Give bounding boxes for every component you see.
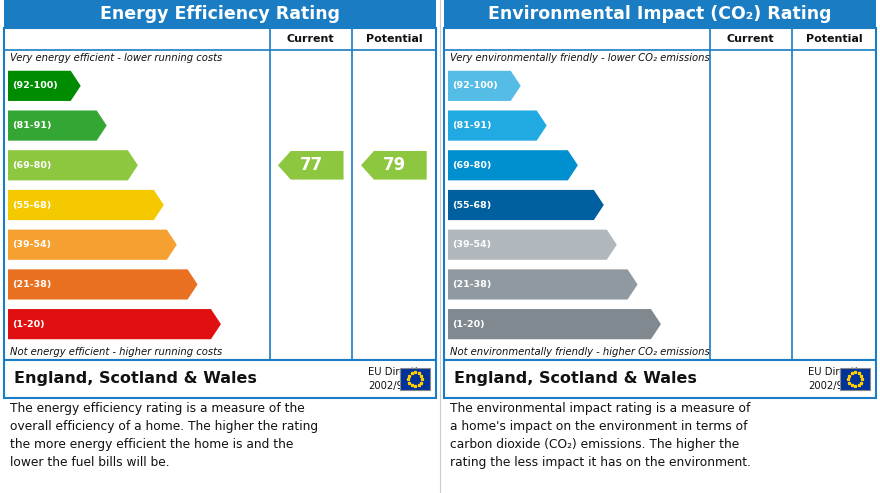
Polygon shape — [8, 269, 198, 300]
Text: G: G — [662, 315, 677, 333]
Bar — [4, 28, 436, 360]
Polygon shape — [8, 230, 177, 260]
Text: (55-68): (55-68) — [452, 201, 491, 210]
Text: (92-100): (92-100) — [452, 81, 498, 90]
Text: 77: 77 — [300, 156, 323, 175]
Bar — [444, 0, 876, 28]
Text: A: A — [82, 77, 96, 95]
Text: G: G — [222, 315, 237, 333]
Polygon shape — [8, 190, 164, 220]
Text: England, Scotland & Wales: England, Scotland & Wales — [14, 372, 257, 387]
Text: The energy efficiency rating is a measure of the
overall efficiency of a home. T: The energy efficiency rating is a measur… — [10, 402, 319, 469]
Polygon shape — [448, 230, 617, 260]
Polygon shape — [448, 110, 546, 141]
Text: (92-100): (92-100) — [12, 81, 58, 90]
Text: (39-54): (39-54) — [12, 240, 51, 249]
Polygon shape — [448, 190, 604, 220]
Polygon shape — [448, 309, 661, 339]
Text: (55-68): (55-68) — [12, 201, 51, 210]
Text: Potential: Potential — [365, 34, 422, 44]
Bar — [444, 360, 876, 398]
Text: (1-20): (1-20) — [12, 319, 45, 329]
Text: A: A — [522, 77, 536, 95]
Text: (21-38): (21-38) — [12, 280, 51, 289]
Text: Current: Current — [287, 34, 334, 44]
Bar — [840, 368, 870, 390]
Polygon shape — [8, 71, 81, 101]
Text: The environmental impact rating is a measure of
a home's impact on the environme: The environmental impact rating is a mea… — [450, 402, 751, 469]
Text: Very environmentally friendly - lower CO₂ emissions: Very environmentally friendly - lower CO… — [450, 53, 710, 63]
Text: 79: 79 — [384, 156, 407, 175]
Polygon shape — [8, 110, 106, 141]
Text: Potential: Potential — [805, 34, 862, 44]
Text: D: D — [605, 196, 620, 214]
Text: (21-38): (21-38) — [452, 280, 491, 289]
Text: (69-80): (69-80) — [12, 161, 51, 170]
Text: Current: Current — [727, 34, 774, 44]
Polygon shape — [448, 71, 521, 101]
Text: F: F — [639, 276, 651, 293]
Text: Environmental Impact (CO₂) Rating: Environmental Impact (CO₂) Rating — [488, 5, 832, 23]
Polygon shape — [448, 150, 578, 180]
Text: Not energy efficient - higher running costs: Not energy efficient - higher running co… — [10, 347, 223, 357]
Text: C: C — [579, 156, 592, 175]
Text: EU Directive
2002/91/EC: EU Directive 2002/91/EC — [368, 367, 429, 390]
Text: D: D — [165, 196, 180, 214]
Bar — [400, 368, 430, 390]
Bar — [4, 0, 436, 28]
Polygon shape — [8, 150, 138, 180]
Bar — [4, 360, 436, 398]
Text: Very energy efficient - lower running costs: Very energy efficient - lower running co… — [10, 53, 223, 63]
Text: F: F — [199, 276, 211, 293]
Text: (39-54): (39-54) — [452, 240, 491, 249]
Polygon shape — [361, 151, 427, 179]
Polygon shape — [8, 309, 221, 339]
Text: Energy Efficiency Rating: Energy Efficiency Rating — [100, 5, 340, 23]
Text: England, Scotland & Wales: England, Scotland & Wales — [454, 372, 697, 387]
Polygon shape — [448, 269, 638, 300]
Text: (1-20): (1-20) — [452, 319, 485, 329]
Text: (69-80): (69-80) — [452, 161, 491, 170]
Text: Not environmentally friendly - higher CO₂ emissions: Not environmentally friendly - higher CO… — [450, 347, 710, 357]
Text: E: E — [618, 236, 630, 254]
Polygon shape — [278, 151, 343, 179]
Text: (81-91): (81-91) — [12, 121, 52, 130]
Text: E: E — [178, 236, 190, 254]
Text: C: C — [139, 156, 152, 175]
Text: B: B — [547, 116, 561, 135]
Text: (81-91): (81-91) — [452, 121, 492, 130]
Bar — [444, 28, 876, 360]
Text: B: B — [107, 116, 121, 135]
Text: EU Directive
2002/91/EC: EU Directive 2002/91/EC — [808, 367, 869, 390]
